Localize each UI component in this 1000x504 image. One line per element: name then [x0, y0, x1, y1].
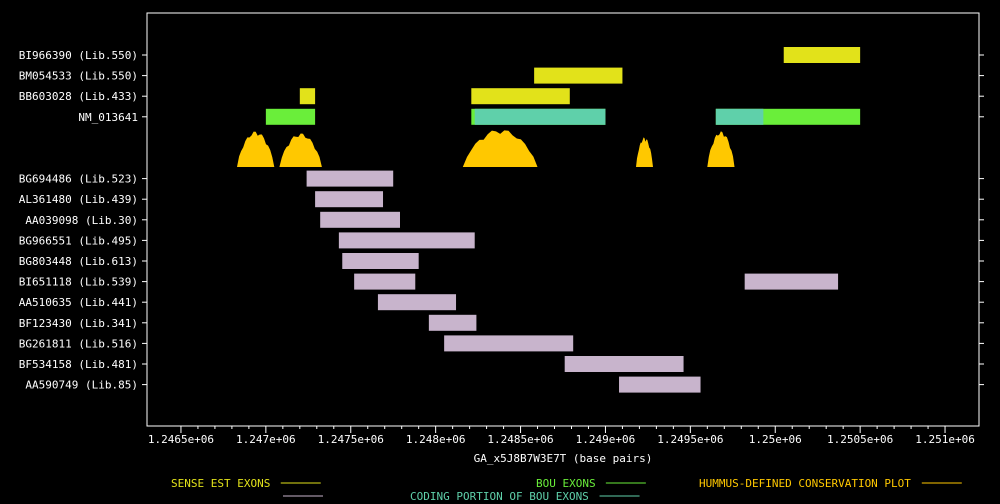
conservation-peak	[236, 131, 275, 167]
x-tick-label: 1.251e+06	[915, 433, 975, 446]
x-tick-label: 1.247e+06	[236, 433, 296, 446]
conservation-plot	[236, 130, 735, 167]
track-label: AA510635 (Lib.441)	[19, 296, 138, 309]
track-label: AA590749 (Lib.85)	[25, 379, 138, 392]
track-label: BF123430 (Lib.341)	[19, 317, 138, 330]
exon-segment	[342, 253, 419, 269]
exon-segment	[564, 356, 684, 372]
exon-segment	[306, 170, 394, 187]
exon-segment	[471, 88, 570, 105]
track-label: BI966390 (Lib.550)	[19, 49, 138, 62]
exon-segment	[354, 273, 416, 290]
track-bars	[265, 47, 861, 393]
track-label: BG803448 (Lib.613)	[19, 255, 138, 268]
track-label: AL361480 (Lib.439)	[19, 193, 138, 206]
x-tick-label: 1.248e+06	[406, 433, 466, 446]
legend-label: CODING PORTION OF BOU EXONS	[410, 490, 589, 503]
exon-segment	[444, 335, 574, 352]
exon-segment	[783, 47, 861, 63]
x-tick-label: 1.2475e+06	[318, 433, 384, 446]
coding-segment	[474, 108, 606, 125]
track-label: BG261811 (Lib.516)	[19, 337, 138, 350]
x-tick-label: 1.2495e+06	[657, 433, 723, 446]
exon-segment	[315, 191, 384, 208]
legend: SENSE EST EXONS BOU EXONS HUMMUS-DEFINED C…	[171, 477, 962, 503]
conservation-peak	[636, 137, 653, 167]
x-tick-label: 1.25e+06	[749, 433, 802, 446]
exon-segment	[338, 232, 475, 249]
x-tick-label: 1.2505e+06	[827, 433, 893, 446]
legend-label: SENSE EST EXONS	[171, 477, 270, 490]
coding-segment	[715, 108, 764, 125]
x-tick-label: 1.249e+06	[576, 433, 636, 446]
x-axis: 1.2465e+06 1.247e+06 1.2475e+06 1.248e+06 1.…	[148, 426, 975, 446]
exon-segment	[377, 294, 457, 311]
exon-segment	[320, 211, 400, 228]
track-label: BI651118 (Lib.539)	[19, 276, 138, 289]
track-label: BF534158 (Lib.481)	[19, 358, 138, 371]
exon-segment	[744, 273, 839, 290]
track-label: AA039098 (Lib.30)	[25, 214, 138, 227]
exon-segment	[534, 67, 623, 84]
conservation-peak	[707, 131, 735, 167]
track-labels: BI966390 (Lib.550) BM054533 (Lib.550) BB60…	[19, 49, 984, 392]
track-label: BG694486 (Lib.523)	[19, 173, 138, 186]
x-tick-label: 1.2485e+06	[487, 433, 553, 446]
exon-segment	[428, 314, 477, 331]
x-axis-label: GA_x5J8B7W3E7T (base pairs)	[474, 452, 653, 465]
exon-segment	[265, 108, 316, 125]
track-label: BG966551 (Lib.495)	[19, 234, 138, 247]
track-label: BB603028 (Lib.433)	[19, 90, 138, 103]
track-label: NM_013641	[78, 111, 138, 124]
exon-segment	[619, 376, 701, 393]
conservation-peak	[279, 133, 322, 167]
x-tick-label: 1.2465e+06	[148, 433, 214, 446]
exon-segment	[299, 88, 316, 105]
legend-label: HUMMUS-DEFINED CONSERVATION PLOT	[699, 477, 911, 490]
legend-label: BOU EXONS	[536, 477, 596, 490]
conservation-peak	[462, 130, 538, 167]
track-label: BM054533 (Lib.550)	[19, 70, 138, 83]
